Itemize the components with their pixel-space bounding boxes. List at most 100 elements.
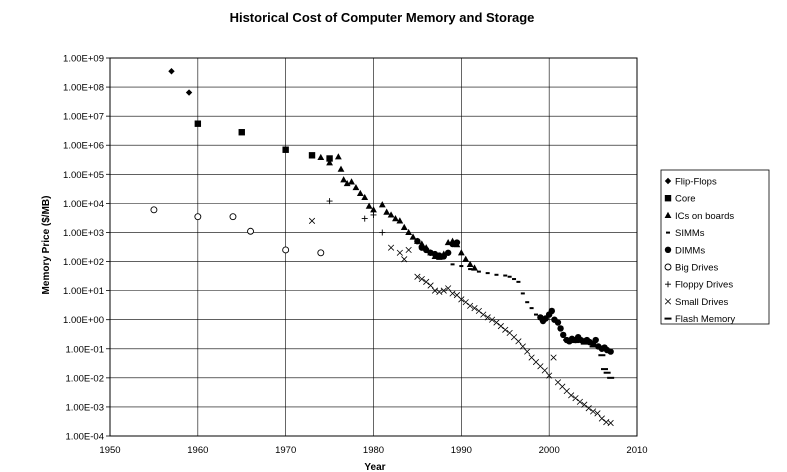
data-point [557, 325, 564, 332]
data-point [468, 268, 473, 271]
series-core [194, 120, 333, 162]
data-point [427, 282, 434, 289]
chart-title: Historical Cost of Computer Memory and S… [230, 10, 535, 25]
data-point [185, 89, 193, 96]
data-point [370, 211, 377, 218]
legend-item: Big Drives [664, 263, 719, 274]
y-tick-label: 1.00E+05 [63, 170, 104, 181]
y-tick-label: 1.00E-01 [65, 344, 104, 355]
data-point [572, 395, 579, 402]
data-point [444, 249, 452, 256]
data-point [282, 146, 289, 153]
data-point [607, 419, 614, 427]
series-flash-memory [563, 339, 615, 379]
series-flip-flops [168, 68, 193, 96]
data-point [168, 68, 175, 75]
data-point [194, 213, 202, 221]
series-ics-on-boards [317, 153, 478, 271]
legend-label: Flash Memory [675, 314, 735, 325]
legend-label: DIMMs [675, 245, 705, 256]
y-tick-label: 1.00E+04 [63, 199, 104, 210]
data-point [308, 152, 316, 159]
y-tick-label: 1.00E+02 [63, 257, 104, 268]
legend: Flip-Flops Core ICs on boards SIMMs DIMMs Big… [660, 169, 770, 325]
data-point [405, 228, 413, 236]
legend-marker [665, 281, 671, 288]
y-tick-label: 1.00E+03 [63, 228, 104, 239]
data-point [516, 280, 521, 283]
data-point [581, 401, 588, 408]
data-point [471, 305, 478, 312]
legend-item: Core [664, 194, 696, 205]
data-point [326, 155, 333, 162]
series-small-drives [308, 217, 614, 427]
data-point [554, 319, 562, 326]
data-point [601, 368, 609, 371]
data-point [308, 217, 316, 224]
data-point [317, 153, 325, 161]
data-point [515, 338, 522, 345]
data-point [238, 129, 245, 136]
data-point [607, 348, 614, 355]
data-point [326, 159, 333, 166]
data-point [414, 238, 421, 245]
y-tick-labels: 1.00E+09 1.00E+08 1.00E+07 1.00E+06 1.00E+05… [63, 54, 104, 443]
data-point [361, 215, 368, 222]
data-point [150, 206, 158, 214]
legend-item: Small Drives [664, 297, 729, 308]
x-tick-label: 1980 [363, 445, 384, 456]
data-point [603, 371, 611, 374]
data-point [396, 217, 404, 224]
y-axis-label: Memory Price ($/MB) [41, 196, 52, 295]
data-point [405, 246, 412, 254]
data-point [548, 307, 556, 315]
data-point [457, 249, 465, 256]
data-point [453, 239, 461, 246]
data-point [396, 249, 403, 256]
x-tick-label: 2010 [626, 445, 647, 456]
series-floppy-drives [326, 198, 386, 236]
y-tick-label: 1.00E-02 [65, 373, 104, 384]
data-point [361, 193, 369, 201]
data-point [458, 296, 465, 303]
data-point [524, 348, 531, 355]
data-point [431, 287, 439, 294]
data-point [356, 189, 364, 197]
data-point [317, 249, 325, 257]
legend-item: Flash Memory [664, 314, 735, 325]
data-point [383, 208, 391, 215]
data-point [594, 410, 601, 417]
data-point [488, 316, 496, 323]
data-point [576, 398, 583, 405]
y-tick-label: 1.00E+01 [63, 286, 104, 297]
series-big-drives [150, 206, 325, 257]
data-point [392, 214, 399, 222]
data-point [541, 367, 548, 374]
data-point [387, 211, 395, 218]
legend-marker [664, 211, 672, 218]
data-point [436, 288, 443, 296]
data-point [370, 206, 377, 213]
y-tick-label: 1.00E+09 [63, 54, 104, 65]
x-tick-label: 1970 [275, 445, 296, 456]
data-point [418, 275, 425, 283]
data-point [459, 265, 464, 268]
data-point [598, 354, 606, 357]
data-point [379, 229, 386, 236]
legend-marker [666, 231, 670, 234]
x-tick-label: 1950 [99, 445, 120, 456]
legend-label: Big Drives [675, 263, 719, 274]
x-tick-label: 2000 [539, 445, 560, 456]
grid [106, 57, 638, 437]
data-point [326, 198, 333, 205]
data-point [480, 311, 487, 318]
data-marks [150, 68, 615, 427]
data-point [471, 264, 478, 271]
data-point [590, 408, 597, 415]
data-point [572, 341, 580, 344]
legend-label: Floppy Drives [675, 280, 733, 291]
series-dimms [414, 238, 614, 355]
legend-item: Flip-Flops [664, 177, 717, 188]
data-point [401, 256, 408, 263]
legend-box [660, 169, 770, 325]
